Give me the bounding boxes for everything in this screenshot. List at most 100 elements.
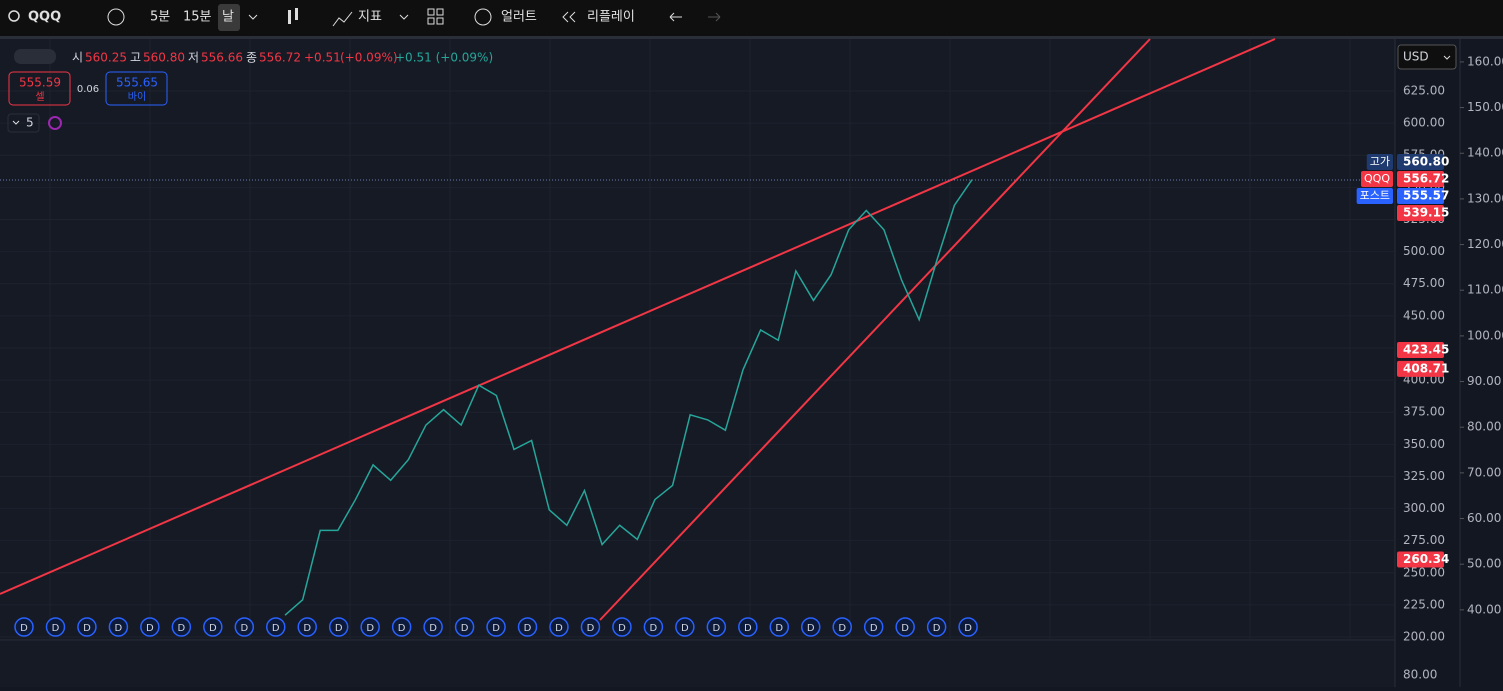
dividend-marker [203,617,223,637]
dividend-label: D [146,623,154,634]
chevron[interactable] [248,14,258,20]
dividend-marker [517,617,538,637]
dividend-marker [801,617,821,637]
alert-icon[interactable] [474,8,492,26]
dividend-label: D [303,623,311,634]
dividend-label: D [681,623,689,634]
dividend-label: D [524,623,532,634]
dividend-marker [140,617,160,637]
dividend-marker [423,617,443,637]
open: 560.25 [85,51,127,65]
dividend-marker [14,617,34,637]
currency-select[interactable] [1397,44,1457,70]
y2-tick-label: 90.00 [1467,374,1501,388]
toolbar [0,0,1503,36]
interval-count[interactable]: 5 [26,116,34,130]
price-badge-label: 555.57 [1403,189,1449,203]
replay[interactable]: 리플레이 [587,10,635,25]
buy-button[interactable] [105,71,168,106]
y-tick-label: 250.00 [1403,565,1445,579]
low: 556.66 [201,51,243,65]
dividend-label: D [335,623,343,634]
high: 560.80 [143,51,185,65]
interval[interactable]: 5분 [150,10,170,25]
y-tick-label: 475.00 [1403,276,1445,290]
candle-icon[interactable] [288,10,291,24]
y-tick-label: 350.00 [1403,437,1445,451]
sync-icon[interactable] [48,116,62,130]
dividend-label: D [20,623,28,634]
dividend-marker [360,617,380,637]
sell-label[interactable]: 셀 [35,91,44,103]
dividend-label: D [901,623,909,634]
dividend-marker [297,617,317,637]
collapse-button[interactable] [7,113,40,133]
interval[interactable]: 15분 [183,10,212,25]
layout-icon[interactable] [427,8,435,16]
chevron[interactable] [1443,55,1451,60]
sell-button[interactable] [8,71,71,106]
dividend-marker [266,617,286,637]
price-badge-label: 560.80 [1403,155,1449,169]
chevron[interactable] [12,120,20,125]
symbol[interactable]: QQQ [28,10,61,25]
dividend-marker [486,617,506,637]
close: 556.72 [259,51,301,65]
open-label: 시 [72,51,83,65]
indicators[interactable]: 지표 [358,10,382,25]
y-tick-label: 600.00 [1403,116,1445,130]
y2-tick-label: 40.00 [1467,602,1501,616]
dividend-label: D [177,623,185,634]
alert[interactable]: 얼러트 [501,10,537,25]
y2-tick-label: 150.00 [1467,100,1503,114]
dividend-label: D [555,623,563,634]
add-symbol[interactable] [107,8,125,26]
toolbar-border [0,36,1503,39]
lower-pane [0,641,1395,687]
dividend-label: D [933,623,941,634]
chevron[interactable] [399,14,409,20]
dividend-marker [863,617,884,637]
layout-icon [427,17,435,25]
replay-icon[interactable] [562,11,576,23]
y-tick-label: 300.00 [1403,501,1445,515]
y2-tick-label: 110.00 [1467,283,1503,297]
sell-price[interactable]: 555.59 [19,76,61,90]
price-badge-name: QQQ [1364,172,1390,185]
dividend-label: D [240,623,248,634]
dividend-marker [832,617,852,637]
currency[interactable]: USD [1403,50,1429,64]
price-badge [1397,360,1444,377]
y-tick-label: 275.00 [1403,533,1445,547]
dividend-label: D [712,623,720,634]
status-pill[interactable] [14,49,56,64]
dividend-label: D [272,623,280,634]
buy-label[interactable]: 바이 [128,91,146,103]
dividend-marker [958,617,978,637]
buy-price[interactable]: 555.65 [116,76,158,90]
price-badge-label: 423.45 [1403,342,1449,356]
y-tick-label: 325.00 [1403,469,1445,483]
price-badge [1397,205,1444,221]
search-icon[interactable] [8,10,20,22]
spread: 0.06 [77,84,99,95]
dividend-marker [675,617,695,637]
undo[interactable] [669,12,682,22]
price-badge-label: 408.71 [1403,361,1449,375]
interval-active [218,4,240,31]
indicator-icon[interactable] [332,11,353,27]
dividend-label: D [115,623,123,634]
redo[interactable] [708,12,721,22]
change-pct: (+0.09%) [340,51,398,65]
interval[interactable]: 날 [222,10,234,25]
price-badge [1397,171,1444,187]
dividend-label: D [209,623,217,634]
price-badge [1397,188,1444,204]
dividend-label: D [618,623,626,634]
dividend-marker [895,617,915,637]
price-badge-name: 고가 [1370,155,1390,168]
dividend-label: D [366,623,374,634]
trendline[interactable] [599,38,1151,621]
dividend-label: D [775,623,783,634]
